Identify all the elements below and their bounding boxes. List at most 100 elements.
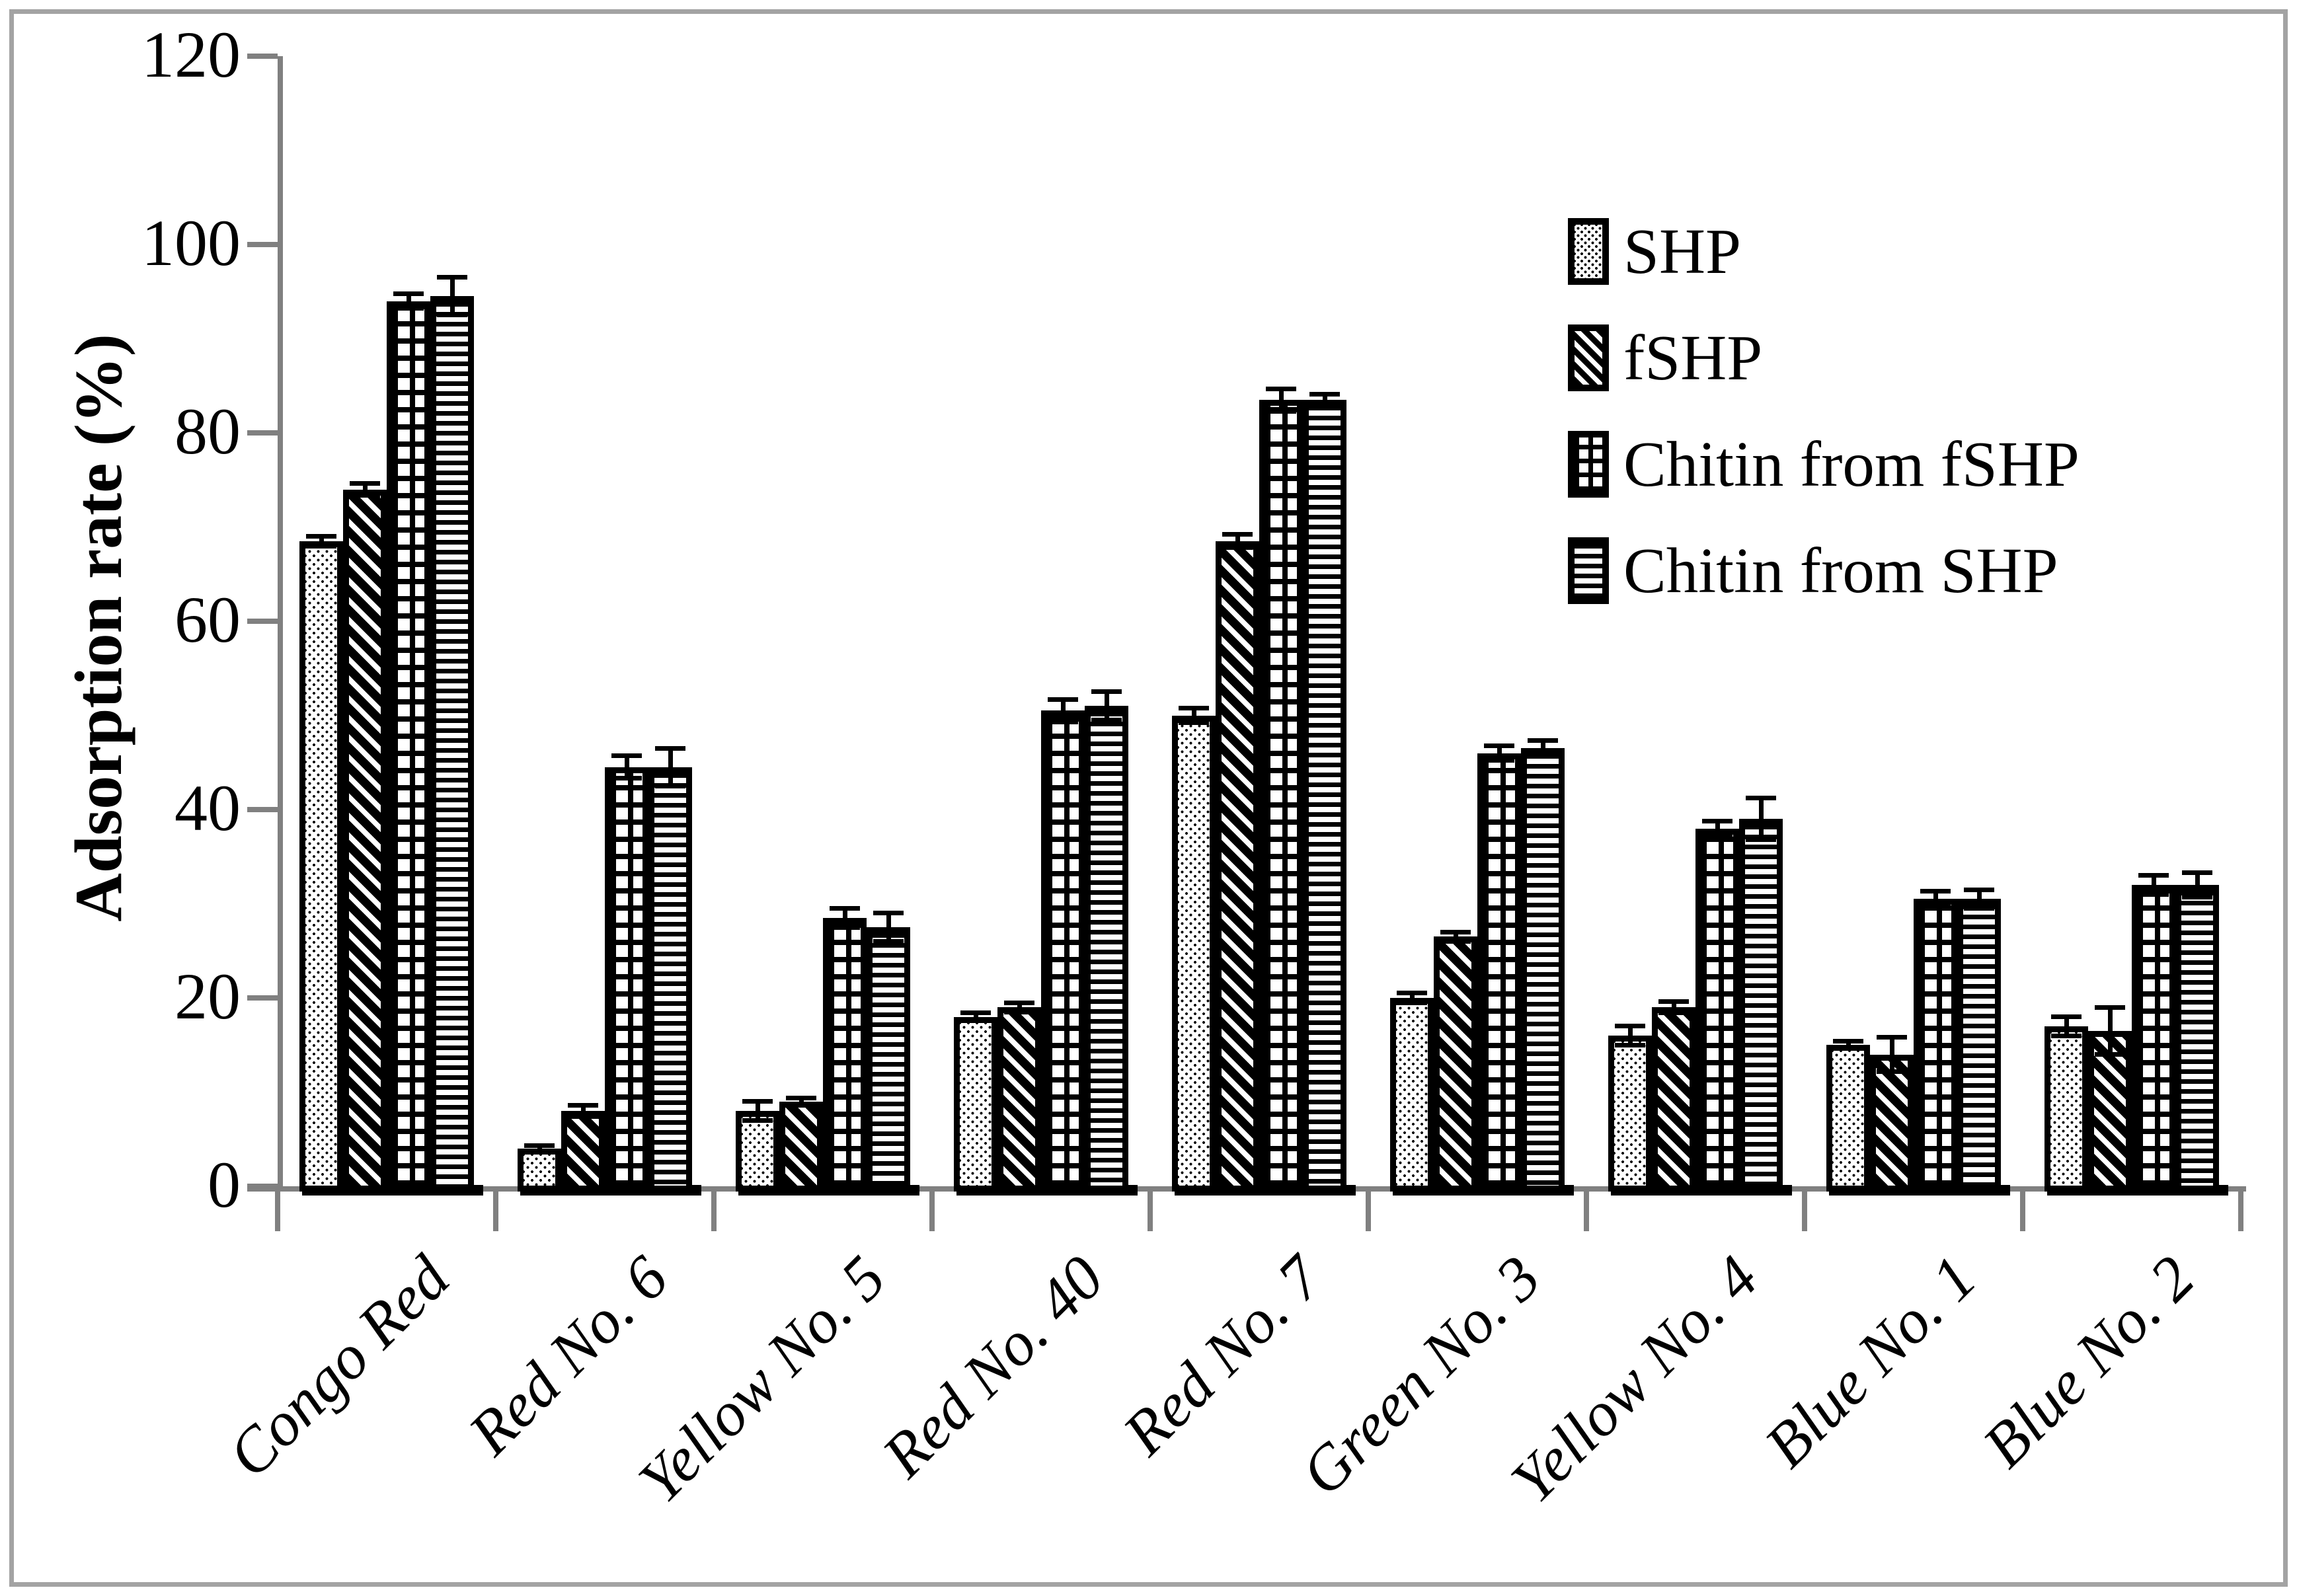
y-tick-label-120: 120 xyxy=(141,18,241,91)
error-bar-cap xyxy=(1091,718,1122,723)
error-bar xyxy=(624,755,629,779)
x-tick-8 xyxy=(2020,1186,2025,1231)
error-bar-cap xyxy=(611,753,642,759)
x-tick-2 xyxy=(711,1186,717,1231)
bar-chitin-from-shp-red-no--6 xyxy=(648,767,692,1192)
error-bar-cap xyxy=(1266,408,1296,414)
error-bar xyxy=(755,1101,760,1121)
error-bar xyxy=(1497,745,1502,761)
x-tick-3 xyxy=(929,1186,935,1231)
x-tick-1 xyxy=(493,1186,498,1231)
error-bar-cap xyxy=(1179,720,1209,726)
error-bar xyxy=(2195,872,2200,897)
error-bar-cap xyxy=(1004,1009,1034,1014)
error-bar xyxy=(580,1105,586,1117)
error-bar-cap xyxy=(1004,1000,1034,1005)
error-bar xyxy=(449,277,455,315)
bar-shp-yellow-no--5 xyxy=(736,1111,779,1192)
error-bar-cap xyxy=(437,275,467,280)
error-bar-cap xyxy=(1702,833,1732,839)
error-bar-cap xyxy=(873,939,904,944)
error-bar-cap xyxy=(524,1143,555,1149)
error-bar xyxy=(362,483,368,496)
error-bar-cap xyxy=(1484,743,1514,748)
y-tick-100 xyxy=(247,242,278,247)
figure-frame xyxy=(9,9,2288,1587)
error-bar-cap xyxy=(1833,1046,1863,1051)
error-bar-cap xyxy=(830,925,860,930)
y-tick-label-40: 40 xyxy=(175,771,241,845)
legend-label: SHP xyxy=(1623,216,1741,287)
bar-fshp-blue-no--1 xyxy=(1870,1054,1914,1192)
bar-chitin-from-fshp-blue-no--1 xyxy=(1914,899,1957,1192)
y-tick-20 xyxy=(247,995,278,1001)
error-bar-cap xyxy=(2051,1014,2082,1019)
error-bar-cap xyxy=(1484,758,1514,763)
bar-shp-yellow-no--4 xyxy=(1608,1036,1652,1192)
y-tick-label-60: 60 xyxy=(175,583,241,656)
error-bar-cap xyxy=(1179,705,1209,710)
error-bar xyxy=(1235,534,1240,548)
error-bar-cap xyxy=(2138,892,2169,897)
bar-chitin-from-fshp-green-no--3 xyxy=(1477,753,1521,1192)
error-bar-cap xyxy=(655,745,685,751)
error-bar xyxy=(1409,993,1415,1003)
error-bar-cap xyxy=(1964,887,1994,892)
error-bar-cap xyxy=(350,492,380,498)
error-bar-cap xyxy=(1877,1069,1907,1074)
x-tick-0 xyxy=(275,1186,280,1231)
y-tick-label-80: 80 xyxy=(175,395,241,468)
error-bar xyxy=(886,913,891,942)
error-bar xyxy=(1933,891,1938,907)
error-bar xyxy=(1278,389,1284,412)
error-bar-cap xyxy=(1048,697,1078,702)
legend-label: Chitin from fSHP xyxy=(1623,429,2080,500)
error-bar-cap xyxy=(1528,738,1558,743)
bar-chitin-from-fshp-blue-no--2 xyxy=(2132,885,2175,1192)
error-bar xyxy=(406,293,411,309)
error-bar xyxy=(1060,699,1066,722)
x-tick-9 xyxy=(2238,1186,2243,1231)
error-bar xyxy=(1453,932,1458,942)
error-bar-cap xyxy=(1920,889,1951,894)
bar-shp-red-no--40 xyxy=(954,1016,997,1192)
error-bar-cap xyxy=(1440,939,1471,944)
error-bar-cap xyxy=(1048,719,1078,724)
bar-chitin-from-shp-red-no--40 xyxy=(1085,706,1128,1192)
error-bar-cap xyxy=(830,906,860,911)
legend-swatch-horizontal-stripes xyxy=(1568,537,1609,604)
error-bar-cap xyxy=(306,543,336,549)
error-bar-cap xyxy=(1222,532,1253,537)
error-bar-cap xyxy=(1702,818,1732,823)
error-bar-cap xyxy=(393,306,424,311)
error-bar-cap xyxy=(1222,545,1253,551)
error-bar-cap xyxy=(1615,1024,1645,1029)
error-bar-cap xyxy=(437,313,467,318)
bar-fshp-red-no--6 xyxy=(561,1111,605,1192)
error-bar-cap xyxy=(1746,837,1776,843)
error-bar xyxy=(1017,1003,1022,1012)
error-bar-cap xyxy=(873,911,904,916)
error-bar-cap xyxy=(2138,873,2169,878)
x-tick-4 xyxy=(1148,1186,1153,1231)
error-bar xyxy=(1715,821,1720,836)
error-bar-cap xyxy=(2051,1033,2082,1038)
x-tick-6 xyxy=(1584,1186,1589,1231)
bar-fshp-congo-red xyxy=(343,489,387,1192)
error-bar xyxy=(668,748,673,786)
bar-chitin-from-shp-congo-red xyxy=(430,296,474,1192)
error-bar-cap xyxy=(742,1118,773,1123)
error-bar xyxy=(1846,1041,1851,1049)
error-bar xyxy=(2151,875,2156,895)
legend-item-fshp: fSHP xyxy=(1568,324,2080,391)
error-bar-cap xyxy=(960,1018,991,1023)
error-bar xyxy=(1627,1026,1633,1045)
bar-chitin-from-shp-blue-no--1 xyxy=(1957,899,2001,1192)
legend-item-chitin-from-fshp: Chitin from fSHP xyxy=(1568,431,2080,498)
error-bar-cap xyxy=(1397,1000,1427,1005)
error-bar-cap xyxy=(1746,796,1776,801)
error-bar-cap xyxy=(786,1095,816,1100)
legend-swatch-dots xyxy=(1568,218,1609,285)
bar-fshp-red-no--7 xyxy=(1216,541,1259,1192)
